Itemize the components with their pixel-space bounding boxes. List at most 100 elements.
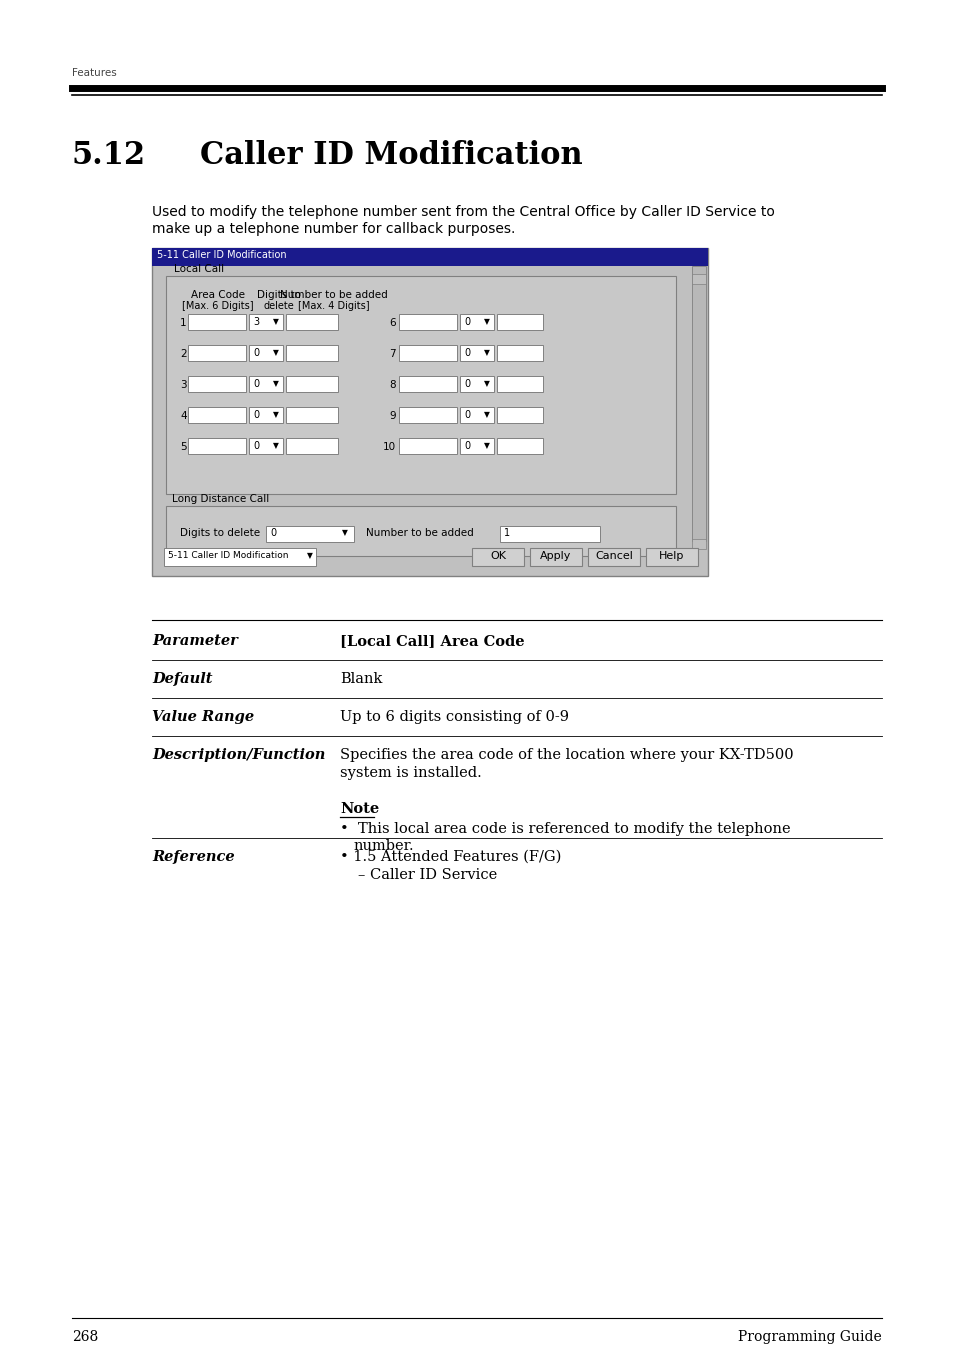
Text: Features: Features [71,68,116,78]
Text: Up to 6 digits consisting of 0-9: Up to 6 digits consisting of 0-9 [339,711,568,724]
Bar [249,313,283,330]
Text: ▼: ▼ [341,528,348,536]
Text: – Caller ID Service: – Caller ID Service [357,867,497,882]
Text: 5: 5 [180,442,187,453]
Bar [459,376,494,392]
Text: 0: 0 [463,409,470,420]
Text: 0: 0 [463,380,470,389]
Bar [188,407,246,423]
Text: Number to be added: Number to be added [280,290,388,300]
Bar [497,313,542,330]
Bar [188,438,246,454]
Bar [472,549,523,566]
Text: system is installed.: system is installed. [339,766,481,780]
Bar [286,376,337,392]
Text: 9: 9 [389,411,395,422]
Text: [Max. 6 Digits]: [Max. 6 Digits] [182,301,253,311]
Text: [Max. 4 Digits]: [Max. 4 Digits] [298,301,370,311]
Text: ▼: ▼ [483,380,489,388]
Text: Programming Guide: Programming Guide [738,1329,882,1344]
Text: 3: 3 [253,317,259,327]
Bar [266,526,354,542]
Text: ▼: ▼ [273,317,278,326]
Bar [188,313,246,330]
Text: Specifies the area code of the location where your KX-TD500: Specifies the area code of the location … [339,748,793,762]
Text: 0: 0 [463,317,470,327]
Bar [286,438,337,454]
Bar [166,276,676,494]
Text: Apply: Apply [539,551,571,561]
Bar [164,549,315,566]
Text: ▼: ▼ [307,551,313,561]
Text: Note: Note [339,802,379,816]
Bar [497,376,542,392]
Text: Description/Function: Description/Function [152,748,325,762]
Text: 7: 7 [389,349,395,359]
Text: ▼: ▼ [483,440,489,450]
Text: Long Distance Call: Long Distance Call [172,494,269,504]
Text: 5-11 Caller ID Modification: 5-11 Caller ID Modification [168,551,288,561]
Bar [497,345,542,361]
Bar [152,249,707,266]
Text: Blank: Blank [339,671,382,686]
Text: 1: 1 [503,528,510,538]
Text: ▼: ▼ [483,317,489,326]
Text: •  This local area code is referenced to modify the telephone: • This local area code is referenced to … [339,821,790,836]
Text: 0: 0 [253,440,259,451]
Text: 10: 10 [382,442,395,453]
Text: 268: 268 [71,1329,98,1344]
Text: 0: 0 [253,409,259,420]
Text: 6: 6 [389,317,395,328]
Text: 5-11 Caller ID Modification: 5-11 Caller ID Modification [157,250,286,259]
Text: 5.12: 5.12 [71,141,146,172]
Bar [530,549,581,566]
Text: Parameter: Parameter [152,634,237,648]
Bar [497,407,542,423]
Text: Local Call: Local Call [173,263,224,274]
Text: 0: 0 [463,440,470,451]
Text: Caller ID Modification: Caller ID Modification [200,141,582,172]
Text: Number to be added: Number to be added [366,528,474,538]
Bar [249,438,283,454]
Bar [249,345,283,361]
Bar [249,407,283,423]
Bar [459,345,494,361]
Text: ▼: ▼ [273,380,278,388]
Text: Digits to: Digits to [256,290,301,300]
Text: 0: 0 [253,349,259,358]
Bar [249,376,283,392]
Bar [587,549,639,566]
Bar [398,407,456,423]
Text: ▼: ▼ [273,409,278,419]
Bar [398,313,456,330]
Text: [Local Call] Area Code: [Local Call] Area Code [339,634,524,648]
Text: 3: 3 [180,380,187,390]
Bar [286,313,337,330]
Bar [499,526,599,542]
Bar [188,345,246,361]
Bar [459,407,494,423]
Text: number.: number. [354,839,415,852]
Text: 2: 2 [180,349,187,359]
Bar [166,507,676,557]
Text: Reference: Reference [152,850,234,865]
Text: Used to modify the telephone number sent from the Central Office by Caller ID Se: Used to modify the telephone number sent… [152,205,774,219]
Bar [691,274,705,284]
Bar [691,539,705,549]
Text: 4: 4 [180,411,187,422]
Bar [645,549,698,566]
Text: delete: delete [263,301,294,311]
Text: ▼: ▼ [483,409,489,419]
Text: OK: OK [490,551,505,561]
Bar [691,266,705,540]
Bar [286,407,337,423]
Text: 1: 1 [180,317,187,328]
Bar [188,376,246,392]
Bar [497,438,542,454]
Text: Area Code: Area Code [191,290,245,300]
Text: Value Range: Value Range [152,711,253,724]
Bar [459,313,494,330]
Text: ▼: ▼ [273,349,278,357]
Text: 0: 0 [463,349,470,358]
Text: 0: 0 [253,380,259,389]
